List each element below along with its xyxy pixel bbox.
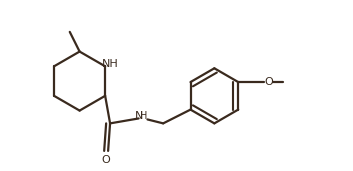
Text: N: N <box>134 111 143 121</box>
Text: NH: NH <box>102 59 119 69</box>
Text: O: O <box>102 155 110 165</box>
Text: O: O <box>264 77 273 87</box>
Text: H: H <box>140 111 147 121</box>
